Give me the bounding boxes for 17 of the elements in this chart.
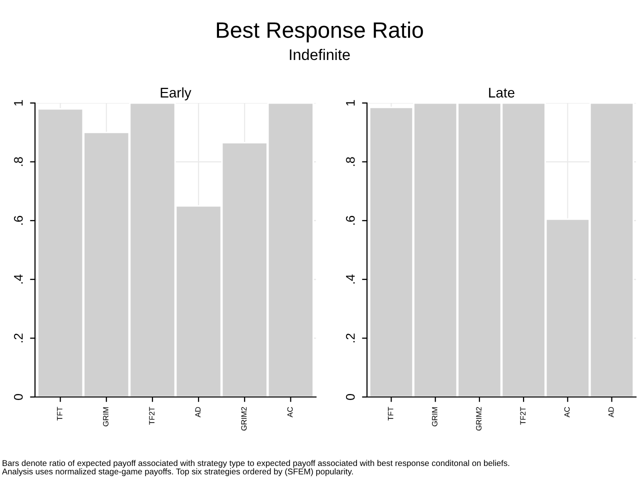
y-tick-label: 0: [346, 394, 355, 400]
y-tick-label: 1: [14, 100, 23, 106]
y-tick-label: .2: [14, 334, 23, 342]
y-tick-label: .6: [346, 216, 355, 225]
y-tick-label: .2: [346, 334, 355, 342]
y-tick-label: .8: [346, 157, 355, 166]
y-tick-label: .8: [14, 157, 23, 166]
y-tick-label: .4: [14, 274, 23, 284]
y-tick-label: .4: [346, 274, 355, 284]
chart-title: Late: [489, 88, 514, 98]
text: Indefinite: [290, 48, 350, 60]
y-tick-label: 0: [14, 394, 23, 400]
y-tick-label: .6: [14, 216, 23, 225]
y-tick-label: 1: [346, 100, 355, 106]
chart-title: Early: [160, 87, 192, 100]
text: Best Response Ratio: [216, 22, 423, 42]
text: Bars denote ratio of expected payoff associated with strategy type to expected payoff associated with best response conditonal on beliefs. Analysis uses normalized stage-game payoffs. Top six strategies ordered by (SFEM) popularity.: [2, 460, 510, 476]
